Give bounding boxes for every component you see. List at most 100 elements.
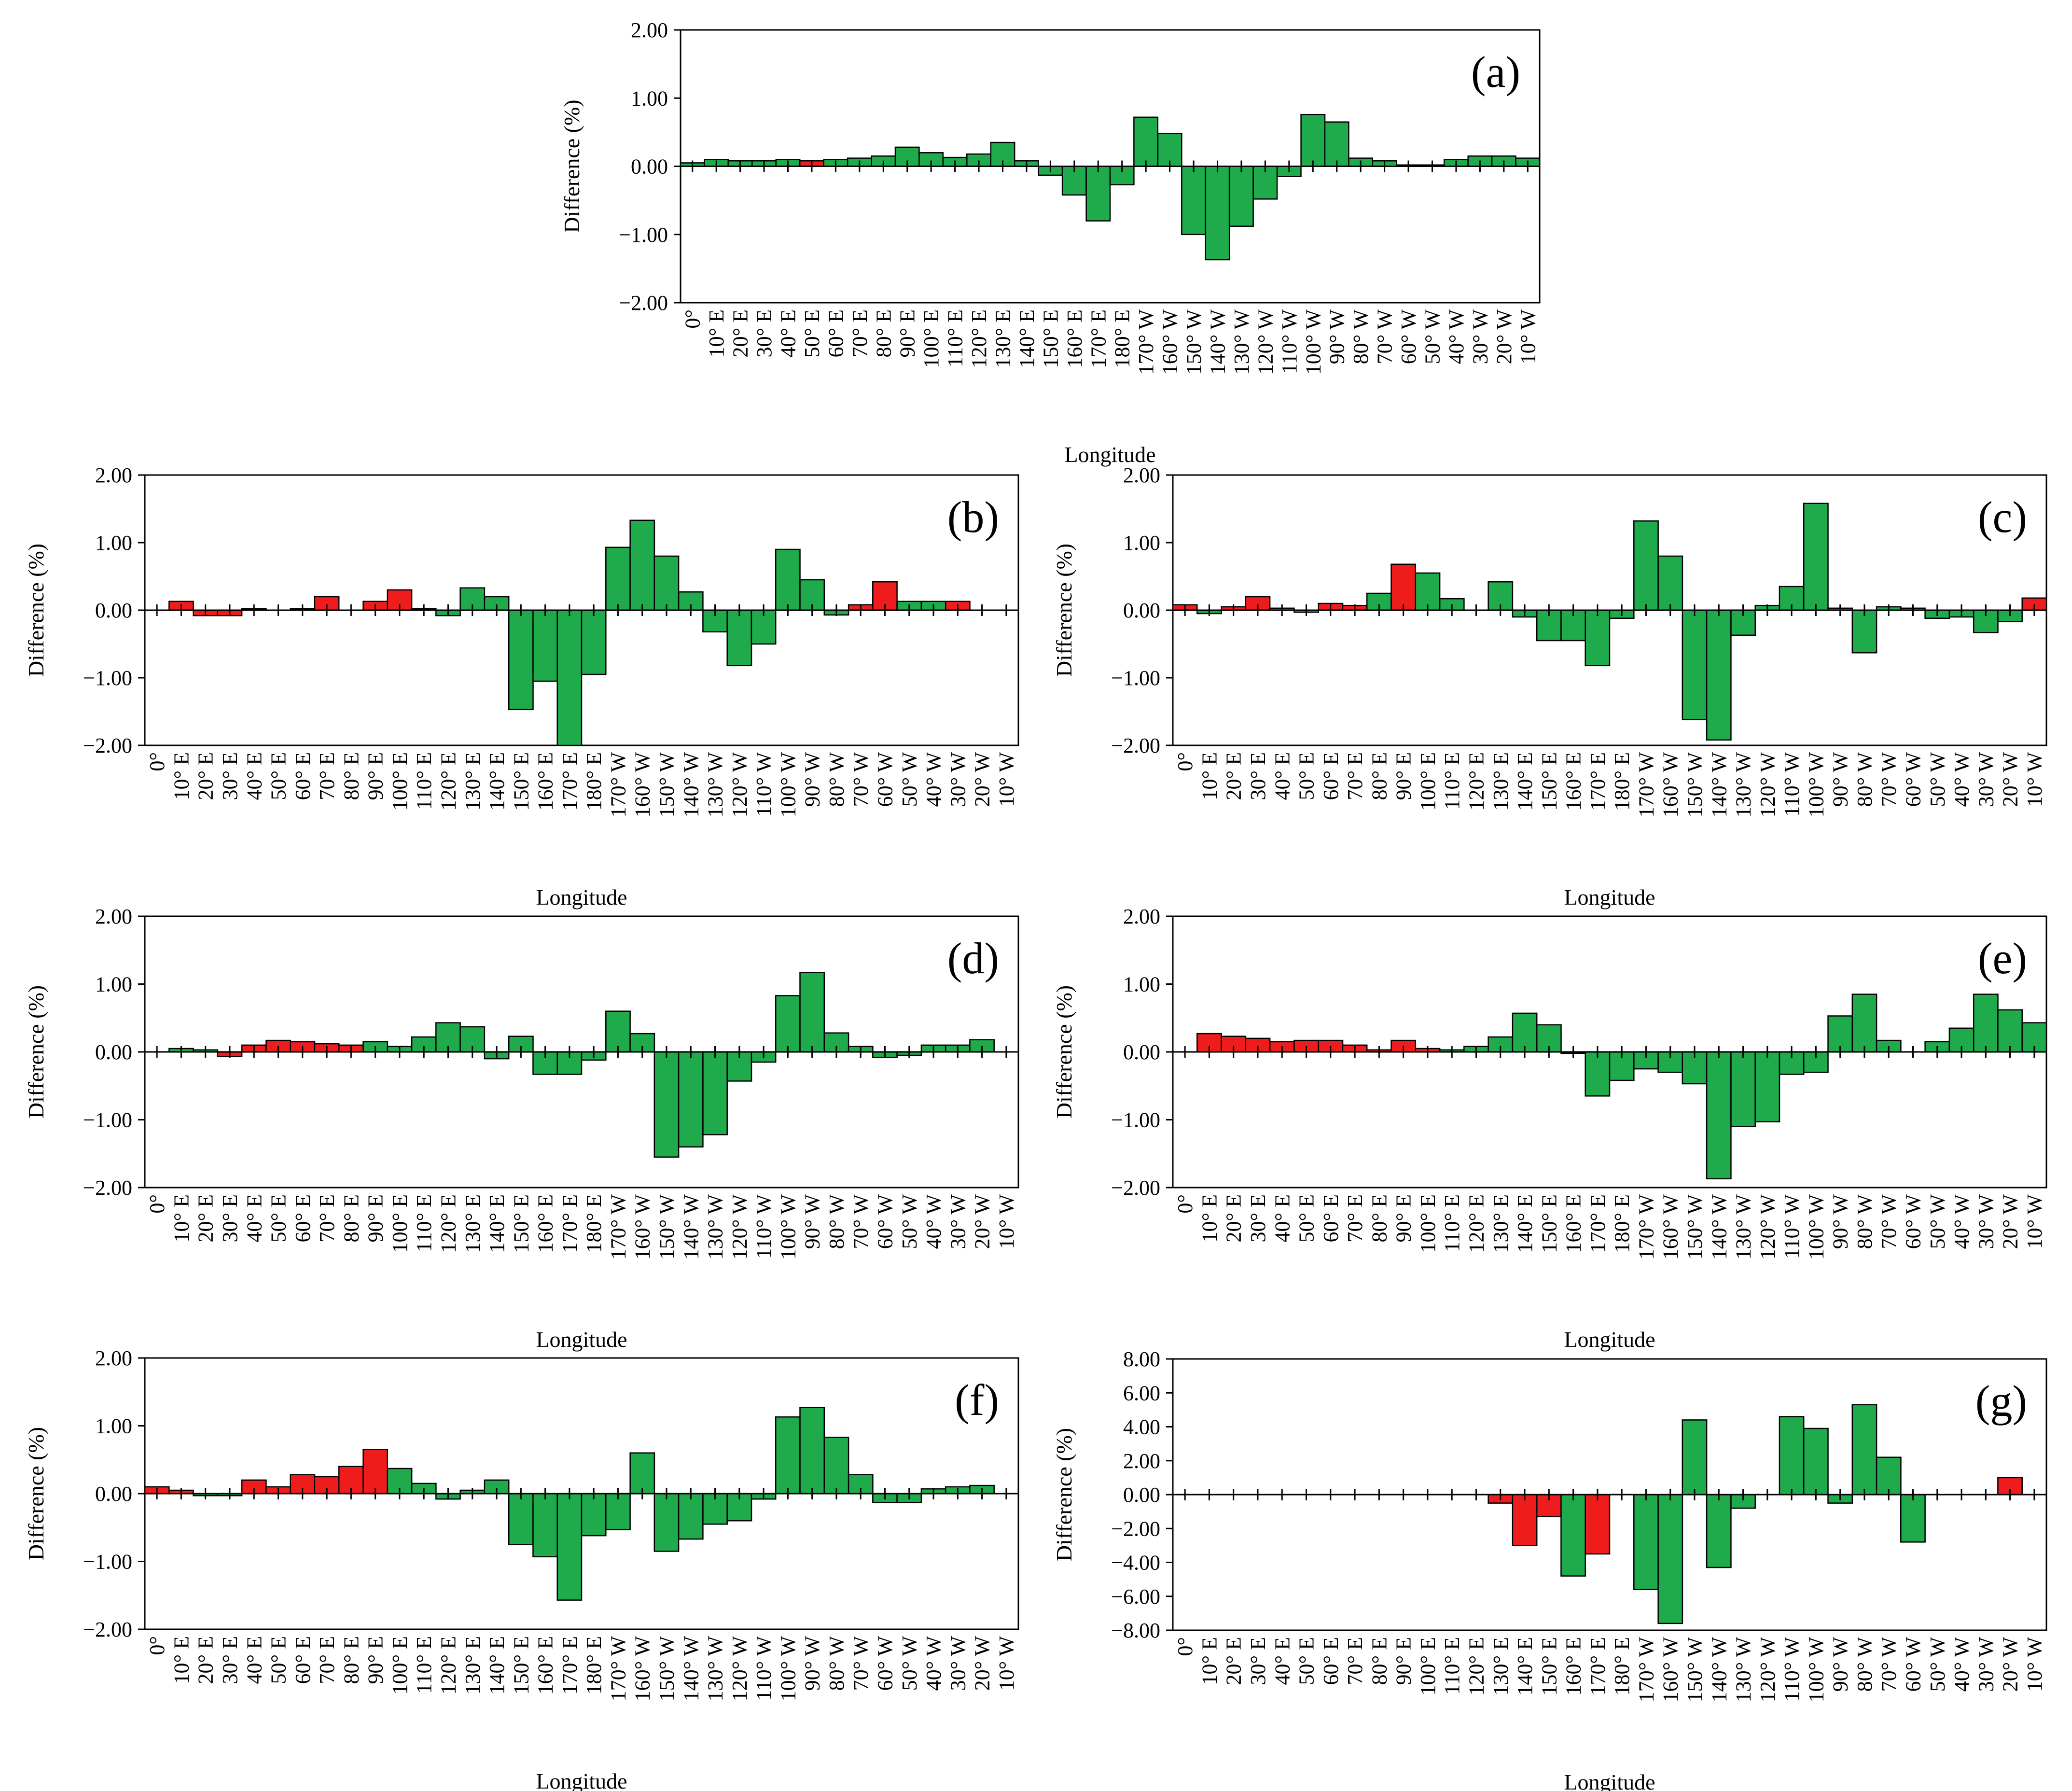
bar-f-19: [605, 1493, 631, 1530]
x-tick-label: 0°: [145, 1194, 169, 1214]
bar-g-28: [1851, 1404, 1877, 1496]
x-tick-label: 20° E: [1222, 1194, 1246, 1242]
bar-d-22: [678, 1051, 704, 1147]
x-tick-label: 50° E: [1295, 1637, 1319, 1685]
x-tick-label: 130° W: [704, 752, 727, 818]
x-tick-label: 150° W: [1683, 1194, 1707, 1260]
x-tick-label: 60° W: [874, 1636, 897, 1691]
x-tick-label: 140° W: [1707, 752, 1731, 818]
x-tick-label: 30° W: [1974, 1637, 1998, 1692]
bar-c-28: [1851, 609, 1877, 654]
x-tick-label: 20° W: [971, 752, 994, 807]
x-tick-label: 70° E: [1343, 1637, 1367, 1685]
x-tick-label: 140° E: [485, 752, 509, 811]
x-tick-label: 170° W: [606, 1636, 630, 1702]
y-tick-label: 2.00: [95, 905, 132, 928]
bar-c-17: [1585, 609, 1611, 667]
x-tick-label: 10° E: [705, 309, 728, 357]
y-tick-label: −1.00: [83, 1108, 132, 1132]
bar-d-21: [654, 1051, 680, 1158]
x-tick-label: 170° W: [1634, 1194, 1658, 1260]
x-axis-title: Longitude: [536, 1769, 627, 1791]
bar-c-21: [1682, 609, 1708, 721]
bar-b-15: [508, 609, 534, 711]
bar-b-24: [726, 609, 752, 667]
x-tick-label: 10° E: [1197, 752, 1221, 800]
x-tick-label: 130° E: [461, 1194, 485, 1253]
y-tick-label: −2.00: [83, 1176, 132, 1200]
bar-f-16: [532, 1493, 558, 1557]
x-tick-label: 180° E: [1610, 1194, 1634, 1253]
x-tick-label: 20° E: [729, 309, 752, 357]
x-tick-label: 50° W: [1421, 309, 1445, 364]
x-tick-label: 100° W: [1301, 309, 1325, 375]
y-tick-label: 0.00: [1123, 1483, 1160, 1507]
bar-b-21: [654, 555, 680, 611]
bar-g-22: [1706, 1494, 1732, 1568]
y-tick-label: −1.00: [1111, 666, 1160, 690]
x-tick-label: 110° E: [1440, 752, 1464, 810]
x-tick-label: 80° E: [1367, 1194, 1391, 1242]
x-axis-title: Longitude: [1564, 885, 1655, 909]
x-tick-label: 20° E: [1222, 752, 1246, 800]
y-tick-label: −2.00: [619, 291, 668, 315]
x-tick-label: 30° W: [946, 1194, 970, 1249]
bar-a-22: [1205, 166, 1230, 261]
x-tick-label: 130° W: [1732, 1194, 1755, 1260]
y-tick-label: 0.00: [95, 1040, 132, 1064]
x-tick-label: 120° W: [1253, 309, 1277, 375]
bar-e-23: [1730, 1051, 1756, 1127]
x-tick-label: 60° E: [1319, 752, 1343, 800]
bar-d-26: [775, 995, 801, 1053]
y-axis-title: Difference (%): [1052, 1428, 1076, 1561]
x-tick-label: 120° W: [728, 1636, 751, 1702]
y-tick-label: 1.00: [631, 86, 668, 110]
x-tick-label: 80° W: [825, 1194, 848, 1249]
x-tick-label: 150° E: [1537, 1637, 1561, 1695]
x-tick-label: 40° W: [922, 1636, 946, 1691]
bar-a-21: [1181, 166, 1206, 236]
x-tick-label: 100° W: [1804, 1194, 1828, 1260]
x-tick-label: 50° E: [267, 1194, 291, 1242]
bar-b-17: [556, 609, 583, 746]
x-tick-label: 70° E: [1343, 752, 1367, 800]
bar-g-30: [1900, 1494, 1926, 1543]
x-tick-label: 140° W: [679, 752, 703, 818]
bar-e-34: [1997, 1009, 2023, 1053]
y-tick-label: 2.00: [1123, 1449, 1160, 1473]
bar-d-27: [799, 972, 825, 1053]
bar-g-26: [1803, 1427, 1829, 1496]
x-tick-label: 70° E: [1343, 1194, 1367, 1242]
x-tick-label: 140° E: [1513, 1637, 1537, 1695]
x-tick-label: 80° E: [339, 1636, 363, 1684]
x-tick-label: 160° W: [1158, 309, 1182, 375]
y-axis-title: Difference (%): [24, 1427, 48, 1560]
x-tick-label: 40° W: [1950, 1637, 1974, 1692]
x-tick-label: 70° W: [1877, 1637, 1901, 1692]
x-tick-label: 70° E: [315, 752, 339, 800]
x-tick-label: 110° W: [752, 1194, 776, 1259]
bar-d-23: [702, 1051, 728, 1135]
x-tick-label: 50° W: [898, 1194, 921, 1249]
x-tick-label: 40° W: [1950, 1194, 1974, 1249]
panel-label: (b): [947, 492, 999, 542]
x-tick-label: 160° E: [1562, 1194, 1585, 1253]
bar-a-23: [1228, 166, 1254, 227]
y-tick-label: 0.00: [1123, 599, 1160, 622]
x-tick-label: 60° W: [874, 752, 897, 807]
x-tick-label: 90° E: [1392, 1637, 1416, 1685]
x-tick-label: 170° E: [558, 1636, 582, 1694]
bar-a-26: [1300, 113, 1326, 167]
x-tick-label: 0°: [145, 1636, 169, 1655]
bar-g-16: [1560, 1494, 1586, 1577]
x-tick-label: 70° W: [1877, 1194, 1901, 1249]
y-tick-label: −1.00: [83, 666, 132, 690]
x-tick-label: 120° W: [1756, 1637, 1780, 1703]
x-tick-label: 170° E: [1586, 1194, 1610, 1253]
y-tick-label: −2.00: [1111, 1517, 1160, 1540]
x-tick-label: 50° W: [1926, 1194, 1949, 1249]
x-tick-label: 120° W: [728, 1194, 751, 1260]
x-tick-label: 50° W: [898, 752, 921, 807]
